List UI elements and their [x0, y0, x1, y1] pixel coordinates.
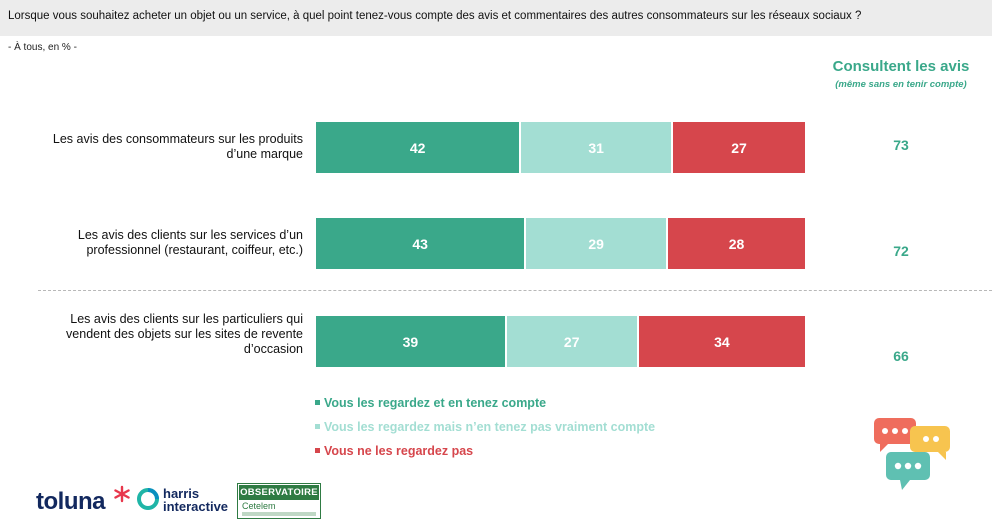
category-label-line: Les avis des clients sur les particulier… — [70, 312, 303, 326]
bar-segment: 31 — [521, 122, 671, 173]
header-bar — [0, 0, 992, 36]
consultent-subtitle: (même sans en tenir compte) — [835, 79, 967, 90]
legend-label: Vous les regardez et en tenez compte — [324, 396, 547, 410]
bar-value-label: 27 — [563, 333, 580, 350]
bar-segment: 27 — [672, 122, 805, 173]
legend-item: Vous ne les regardez pas — [315, 444, 473, 458]
bar-value-label: 29 — [588, 235, 604, 252]
bar-segment: 42 — [316, 122, 520, 173]
harris-line1: harris — [163, 486, 200, 501]
subtitle: - À tous, en % - — [8, 42, 77, 53]
bar-value-label: 39 — [402, 333, 419, 350]
observatoire-label: OBSERVATOIRE — [239, 485, 319, 500]
bar-value-label: 43 — [412, 235, 428, 252]
toluna-logo: toluna — [36, 488, 106, 515]
observatoire-cetelem-logo: OBSERVATOIRE Cetelem — [237, 483, 321, 519]
observatoire-strip — [242, 512, 316, 516]
category-label-line: Les avis des consommateurs sur les produ… — [52, 131, 303, 146]
bar-value-label: 34 — [714, 333, 730, 350]
bar-segment: 34 — [638, 316, 805, 367]
bar-value-label: 27 — [731, 139, 747, 156]
cetelem-label: Cetelem — [242, 501, 276, 511]
legend-label: Vous ne les regardez pas — [324, 444, 474, 458]
category-label-line: d’une marque — [226, 146, 303, 161]
consultent-title: Consultent les avis — [832, 58, 970, 75]
bar-segment: 28 — [668, 218, 805, 269]
harris-ring-icon — [137, 488, 159, 510]
bar-value-label: 28 — [728, 235, 745, 252]
category-label-line: d’occasion — [243, 342, 303, 356]
consultent-value: 73 — [893, 137, 909, 153]
category-label: Les avis des consommateurs sur les produ… — [20, 132, 303, 162]
category-label-line: professionnel (restaurant, coiffeur, etc… — [86, 242, 303, 257]
bar-value-label: 31 — [588, 139, 604, 156]
bar-segment: 27 — [506, 316, 637, 367]
legend-bullet-icon — [315, 400, 320, 406]
harris-interactive-logo: harris interactive — [163, 487, 228, 513]
bar-segment: 43 — [316, 218, 525, 269]
harris-line2: interactive — [163, 499, 229, 514]
question-text: Lorsque vous souhaitez acheter un objet … — [8, 10, 862, 22]
category-label: Les avis des clients sur les services d’… — [20, 228, 303, 258]
consultent-value: 66 — [893, 348, 909, 364]
chat-bubbles-icon — [874, 418, 950, 490]
legend-item: Vous les regardez et en tenez compte — [315, 396, 546, 410]
category-label-line: vendent des objets sur les sites de reve… — [66, 327, 303, 341]
legend-bullet-icon — [315, 424, 320, 430]
toluna-star-icon — [114, 485, 130, 503]
category-label: Les avis des clients sur les particulier… — [20, 312, 303, 357]
legend-bullet-icon — [315, 448, 320, 454]
bar-segment: 29 — [526, 218, 667, 269]
legend-item: Vous les regardez mais n’en tenez pas vr… — [315, 420, 655, 434]
dashed-divider — [38, 290, 992, 291]
legend-label: Vous les regardez mais n’en tenez pas vr… — [324, 420, 656, 434]
category-label-line: Les avis des clients sur les services d’… — [77, 227, 303, 242]
bar-value-label: 42 — [409, 139, 426, 156]
consultent-value: 72 — [893, 243, 909, 259]
bar-segment: 39 — [316, 316, 505, 367]
